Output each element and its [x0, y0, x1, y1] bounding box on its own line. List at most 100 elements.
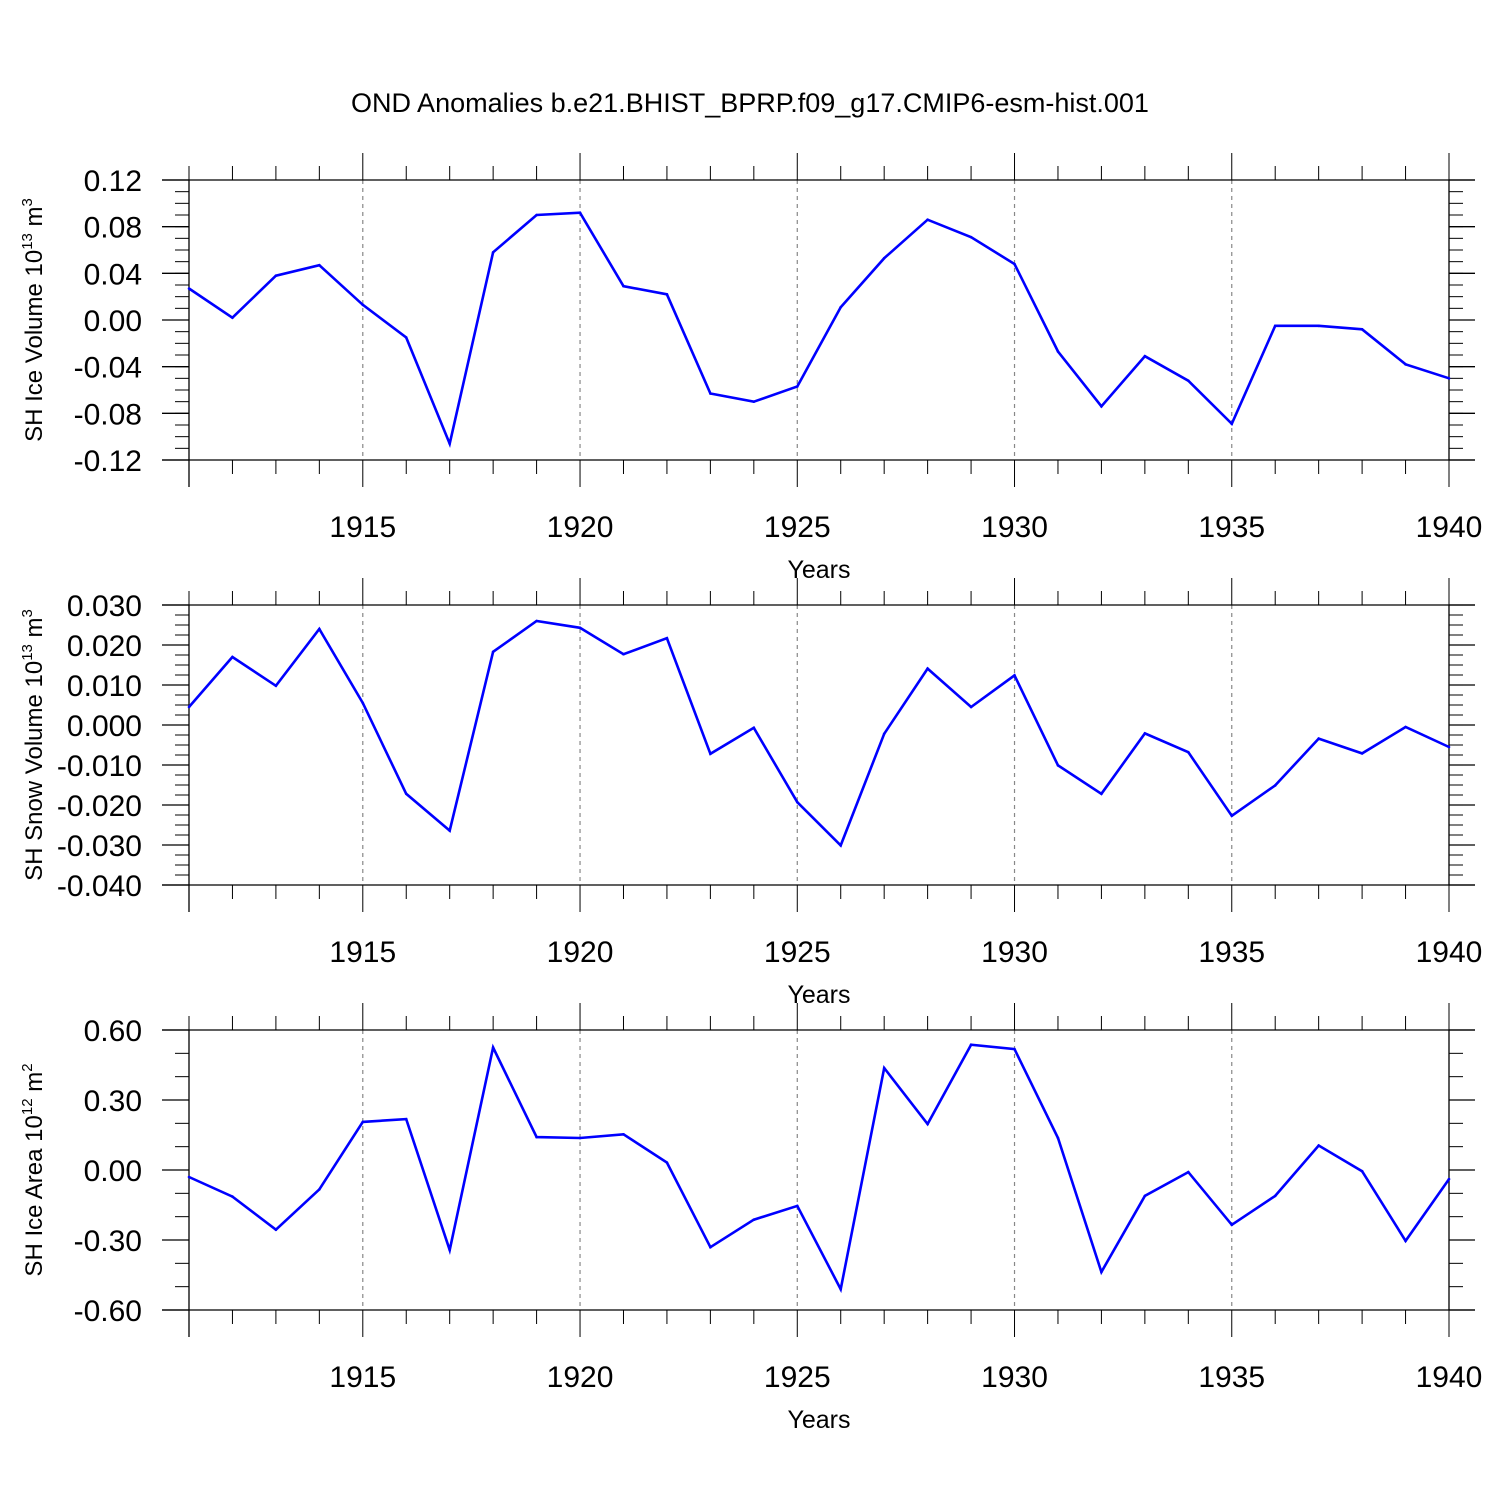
data-point — [1143, 732, 1147, 735]
data-point — [491, 251, 495, 254]
y-tick-label: -0.12 — [74, 445, 142, 478]
data-point — [1317, 324, 1320, 328]
data-point — [1447, 377, 1451, 380]
data-point — [1143, 1194, 1147, 1198]
series-line — [188, 1043, 1451, 1294]
data-point — [491, 650, 495, 654]
y-tick-label: 0.04 — [84, 258, 142, 291]
data-point — [795, 800, 799, 804]
y-axis-label-unit-exp: 3 — [19, 198, 36, 206]
data-point — [752, 1218, 756, 1221]
x-tick-label: 1935 — [1198, 1361, 1265, 1394]
x-tick-label: 1920 — [547, 1361, 614, 1394]
y-tick-label: -0.040 — [57, 870, 142, 903]
data-point — [274, 1228, 278, 1232]
data-point — [1143, 354, 1147, 358]
y-tick-label: 0.30 — [84, 1085, 142, 1118]
y-tick-label: -0.04 — [74, 352, 142, 385]
x-axis-label: Years — [787, 1406, 850, 1434]
data-point — [752, 400, 756, 403]
y-tick-label: 0.00 — [84, 305, 142, 338]
panel-3: -0.60 -0.30 0.00 0.30 0.60 1915 1920 1925 1930 19… — [19, 1003, 1482, 1434]
y-tick-label: 0.000 — [67, 710, 142, 743]
x-tick-label: 1915 — [329, 511, 396, 544]
data-point — [882, 732, 886, 736]
x-tick-label: 1920 — [547, 511, 614, 544]
data-point — [361, 701, 365, 705]
data-point — [969, 705, 973, 709]
x-tick-label: 1930 — [981, 1361, 1048, 1394]
x-tick-label: 1935 — [1198, 936, 1265, 969]
data-point — [1056, 1136, 1060, 1140]
data-point — [882, 256, 886, 260]
y-tick-label: -0.08 — [74, 398, 142, 431]
data-point — [448, 1248, 451, 1252]
y-axis-label-text: SH Ice Volume 10 — [21, 250, 48, 442]
data-point — [1187, 379, 1190, 382]
data-point — [1013, 674, 1016, 677]
data-point — [709, 392, 712, 395]
data-point — [1360, 752, 1364, 755]
data-point — [578, 1136, 582, 1140]
data-point — [1273, 784, 1277, 787]
data-point — [795, 385, 799, 388]
data-point — [926, 218, 929, 221]
y-axis-label: SH Ice Volume 1013 m3 — [19, 198, 48, 442]
y-tick-label: 0.12 — [84, 165, 142, 198]
data-point — [622, 1133, 625, 1136]
y-tick-label: -0.30 — [74, 1225, 142, 1258]
data-point — [535, 619, 538, 623]
data-point — [1317, 737, 1320, 740]
data-point — [969, 235, 973, 239]
data-point — [361, 1120, 365, 1124]
data-point — [1187, 1170, 1190, 1174]
y-tick-label: -0.020 — [57, 790, 142, 823]
data-point — [448, 829, 451, 832]
x-tick-label: 1930 — [981, 936, 1048, 969]
data-point — [318, 263, 321, 267]
x-tick-label: 1930 — [981, 511, 1048, 544]
y-axis-label-exp: 12 — [19, 1098, 36, 1115]
data-point — [752, 726, 756, 730]
data-point — [318, 627, 321, 631]
y-tick-label: 0.010 — [67, 670, 142, 703]
y-axis-label-unit-exp: 3 — [19, 609, 36, 617]
y-tick-label: 0.030 — [67, 590, 142, 623]
y-tick-label: 0.00 — [84, 1155, 142, 1188]
y-tick-label: 0.08 — [84, 212, 142, 245]
data-point — [1230, 1223, 1234, 1227]
data-point — [839, 305, 843, 309]
data-point — [795, 1204, 799, 1208]
y-tick-label: -0.010 — [57, 750, 142, 783]
data-point — [1230, 422, 1234, 426]
x-tick-label: 1940 — [1416, 936, 1483, 969]
y-tick-label: 0.60 — [84, 1015, 142, 1048]
x-tick-label: 1925 — [764, 511, 831, 544]
x-axis-label: Years — [787, 981, 850, 1009]
y-axis-label-exp: 13 — [19, 644, 36, 661]
data-point — [1317, 1144, 1320, 1147]
x-tick-label: 1925 — [764, 1361, 831, 1394]
y-axis-label-exp: 13 — [19, 233, 36, 250]
data-point — [665, 293, 669, 296]
data-point — [1404, 725, 1407, 729]
data-point — [404, 336, 408, 339]
x-tick-label: 1915 — [329, 936, 396, 969]
data-point — [1230, 814, 1234, 818]
data-point — [1100, 792, 1103, 796]
data-point — [578, 211, 582, 214]
data-point — [1360, 328, 1364, 331]
data-point — [491, 1046, 495, 1049]
data-point — [187, 1175, 191, 1179]
y-axis-label: SH Snow Volume 1013 m3 — [19, 609, 48, 881]
data-point — [274, 274, 278, 277]
data-point — [839, 1287, 843, 1291]
data-point — [1273, 324, 1277, 328]
data-point — [665, 1161, 669, 1164]
y-axis-label-unit-exp: 2 — [19, 1063, 36, 1071]
y-tick-label: -0.030 — [57, 830, 142, 863]
data-point — [665, 636, 669, 640]
data-point — [1056, 764, 1060, 767]
x-tick-label: 1920 — [547, 936, 614, 969]
